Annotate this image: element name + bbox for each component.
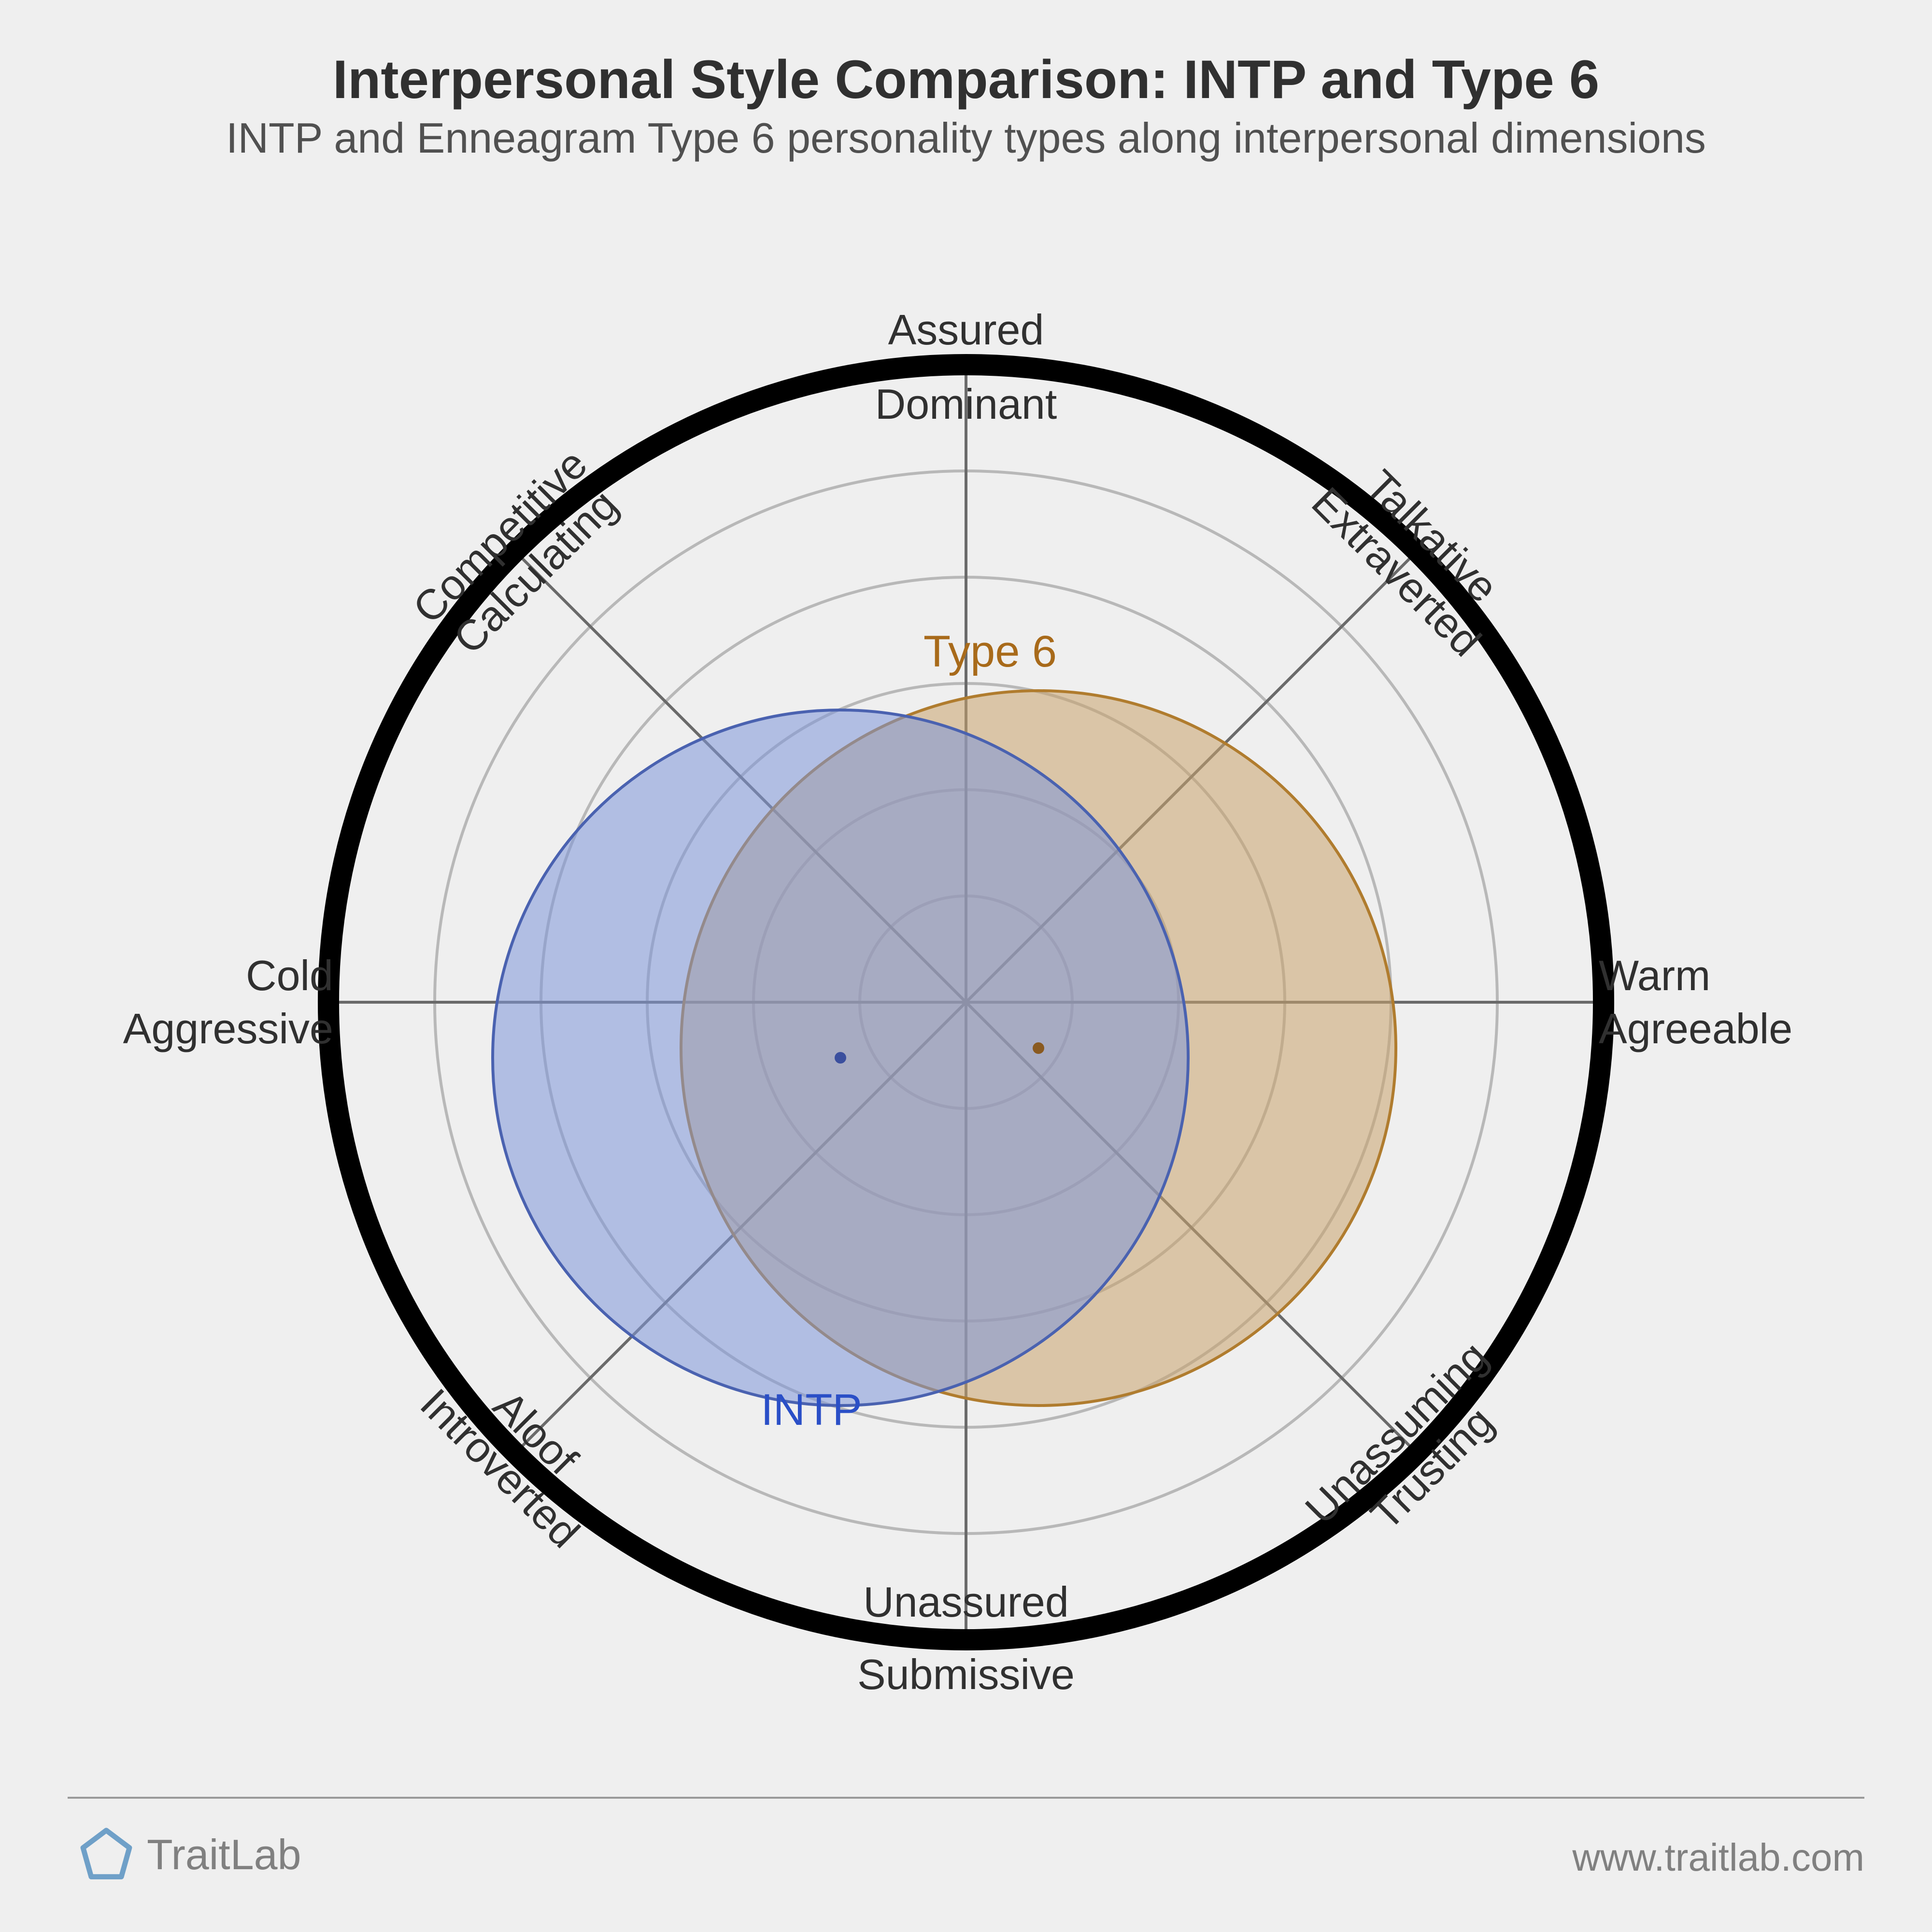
axis-label-aggressive: Aggressive (123, 1004, 333, 1054)
source-url: www.traitlab.com (1572, 1835, 1864, 1880)
profile-label-intp: INTP (761, 1385, 862, 1435)
axis-label-submissive: Submissive (857, 1649, 1075, 1700)
axis-label-cold: Cold (246, 951, 333, 1001)
axis-label-warm: Warm (1599, 951, 1710, 1001)
profile-circles (493, 691, 1396, 1406)
brand-text: TraitLab (147, 1830, 301, 1879)
axis-label-unassured: Unassured (863, 1577, 1069, 1627)
traitlab-logo-icon (77, 1826, 135, 1884)
axis-label-line: Aggressive (123, 1004, 333, 1054)
profile-dot-type-6 (1033, 1042, 1044, 1054)
axis-label-line: Cold (246, 951, 333, 1001)
profile-label-type-6: Type 6 (923, 627, 1057, 676)
chart-canvas: Interpersonal Style Comparison: INTP and… (0, 0, 1932, 1932)
footer-divider (68, 1797, 1864, 1799)
axis-label-agreeable: Agreeable (1599, 1004, 1792, 1054)
axis-label-assured: Assured (888, 305, 1044, 355)
axis-label-line: Submissive (857, 1649, 1075, 1700)
axis-label-line: Agreeable (1599, 1004, 1792, 1054)
axis-label-line: Unassured (863, 1577, 1069, 1627)
brand-block: TraitLab (77, 1826, 301, 1884)
profile-dot-intp (835, 1052, 846, 1064)
axis-label-line: Warm (1599, 951, 1710, 1001)
axis-label-dominant: Dominant (875, 379, 1057, 429)
axis-label-line: Assured (888, 305, 1044, 355)
axis-label-line: Dominant (875, 379, 1057, 429)
